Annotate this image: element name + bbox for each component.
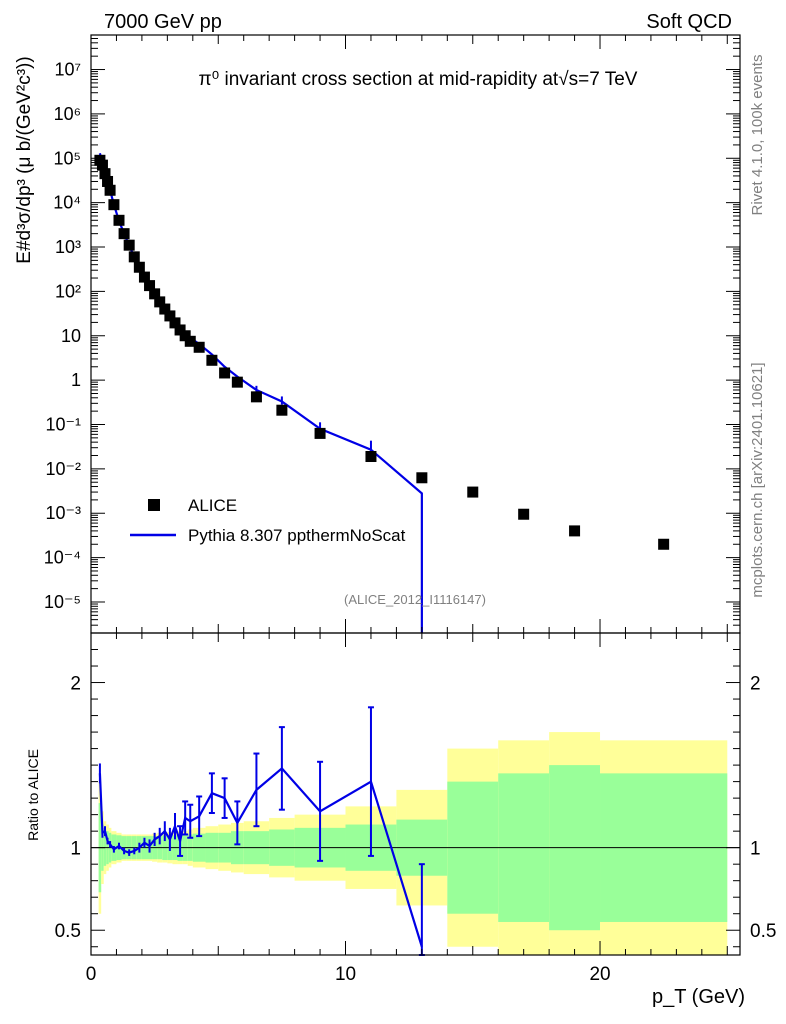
data-point xyxy=(149,288,161,300)
y-tick-label: 10 xyxy=(61,326,81,346)
mcplots-label: mcplots.cern.ch [arXiv:2401.10621] xyxy=(749,362,766,597)
ratio-panel: 0 10 20 2 2 1 1 0.5 0.5 xyxy=(55,35,776,985)
data-point xyxy=(518,508,530,520)
main-panel: 10⁷ 10⁶ 10⁵ 10⁴ 10³ 10² 10 1 10⁻¹ 10⁻² 10⁻³ 10⁻⁴ 10⁻… xyxy=(44,34,741,634)
data-point xyxy=(159,303,171,315)
data-point xyxy=(365,451,377,463)
data-point xyxy=(467,486,479,498)
data-point xyxy=(658,538,670,550)
ratio-y-tick-label-right: 2 xyxy=(750,674,761,695)
ratio-y-tick-label-right: 0.5 xyxy=(750,921,776,942)
legend-label-data: ALICE xyxy=(188,496,237,515)
x-tick-label: 10 xyxy=(335,964,356,985)
y-axis-label: E#d³σ/dp³ (μ b/(GeV²c³)) xyxy=(14,56,35,263)
data-point xyxy=(108,199,120,211)
data-point xyxy=(164,310,176,322)
data-point xyxy=(169,317,181,329)
data-point xyxy=(113,214,125,226)
data-point xyxy=(118,228,130,240)
y-tick-label: 10⁵ xyxy=(54,148,81,168)
ratio-y-tick-label-right: 1 xyxy=(750,839,761,860)
ratio-y-tick-label: 1 xyxy=(70,839,81,860)
data-point xyxy=(179,330,191,342)
y-tick-label: 10⁻⁵ xyxy=(44,592,81,612)
data-point xyxy=(314,427,326,439)
ratio-frame xyxy=(90,632,741,956)
data-point xyxy=(416,472,428,484)
data-point xyxy=(138,271,150,283)
data-point xyxy=(276,404,288,416)
y-tick-label: 1 xyxy=(71,370,81,390)
data-point xyxy=(128,251,140,263)
y-tick-label: 10⁴ xyxy=(53,193,81,213)
data-point xyxy=(104,184,116,196)
y-tick-label: 10⁻² xyxy=(45,459,81,479)
data-point xyxy=(123,239,135,251)
data-point xyxy=(96,159,108,171)
ratio-y-axis-label: Ratio to ALICE xyxy=(25,749,41,841)
y-tick-label: 10⁷ xyxy=(54,60,81,80)
y-tick-label: 10⁶ xyxy=(54,104,81,124)
legend-marker-data xyxy=(148,499,160,511)
data-point xyxy=(231,376,243,388)
data-point xyxy=(99,168,111,180)
data-point xyxy=(250,391,262,403)
ratio-y-tick-label: 0.5 xyxy=(55,921,81,942)
data-point xyxy=(206,354,218,366)
y-tick-label: 10⁻⁴ xyxy=(44,548,81,568)
analysis-id: (ALICE_2012_I1116147) xyxy=(344,592,486,607)
data-point xyxy=(174,324,186,336)
ratio-y-tick-label: 2 xyxy=(70,674,81,695)
header-right: Soft QCD xyxy=(646,11,732,33)
x-axis-label: p_T (GeV) xyxy=(652,986,745,1008)
data-point xyxy=(144,280,156,292)
y-tick-label: 10³ xyxy=(55,237,81,257)
y-tick-label: 10⁻³ xyxy=(45,503,81,523)
chart-title: π⁰ invariant cross section at mid-rapidi… xyxy=(199,69,638,90)
data-point xyxy=(219,367,231,379)
header-left: 7000 GeV pp xyxy=(104,11,222,33)
y-tick-label: 10² xyxy=(55,281,81,301)
data-point xyxy=(102,175,114,187)
y-tick-label: 10⁻¹ xyxy=(45,414,81,434)
data-point xyxy=(133,261,145,273)
data-point xyxy=(184,335,196,347)
x-tick-label: 0 xyxy=(86,964,97,985)
x-tick-label: 20 xyxy=(589,964,610,985)
legend-label-mc: Pythia 8.307 ppthermNoScat xyxy=(188,526,406,545)
data-point xyxy=(193,341,205,353)
data-point xyxy=(569,525,581,537)
data-point xyxy=(154,296,166,308)
rivet-label: Rivet 4.1.0, 100k events xyxy=(749,55,766,216)
